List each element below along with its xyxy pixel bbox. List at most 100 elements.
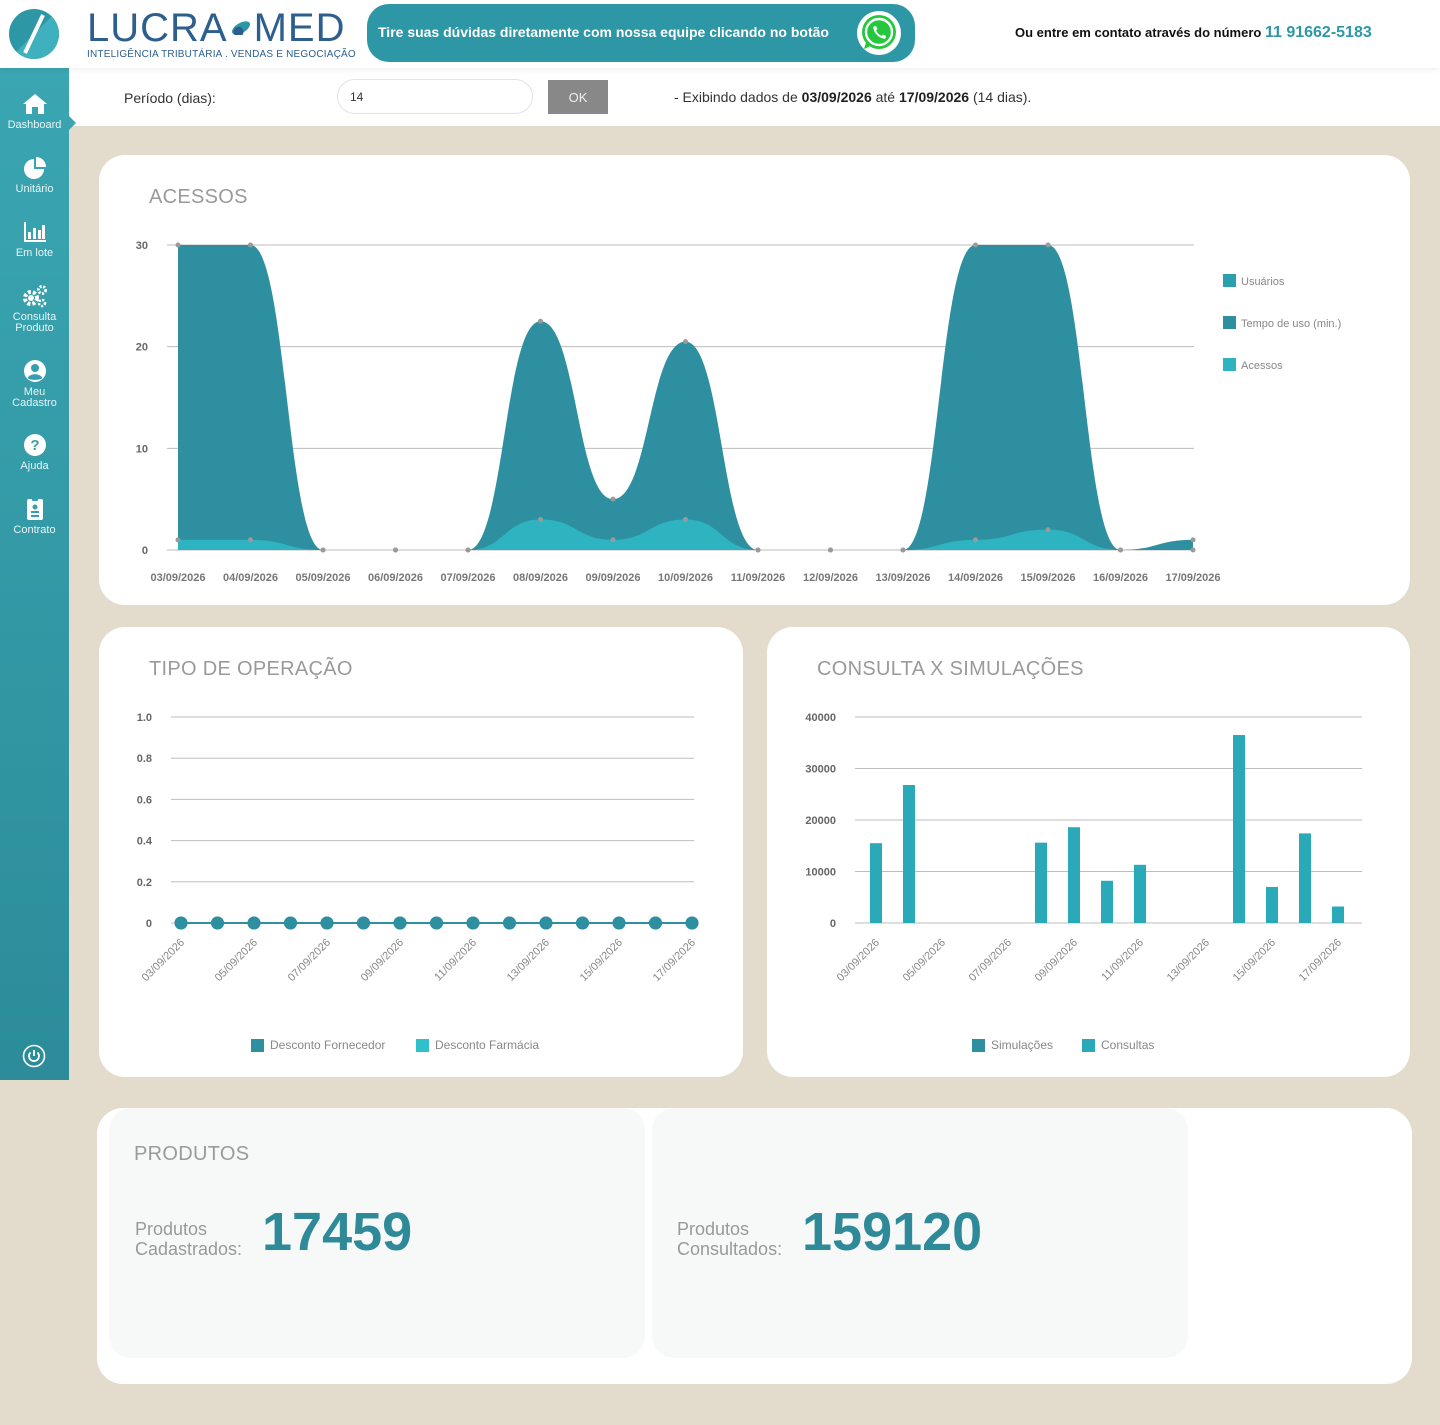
acessos-title: ACESSOS: [149, 186, 248, 208]
bar: [1332, 906, 1344, 923]
sidebar-item-label: Dashboard: [7, 119, 62, 131]
y-tick-label: 0.6: [137, 794, 152, 806]
x-tick-label: 07/09/2026: [286, 937, 333, 984]
data-point: [1045, 242, 1051, 248]
y-tick-label: 30: [136, 240, 148, 252]
bar: [1233, 735, 1245, 923]
x-tick-label: 09/09/2026: [585, 572, 640, 584]
bar-chart-icon: [23, 222, 46, 242]
sidebar-item-unitario[interactable]: Unitário: [0, 156, 69, 195]
y-tick-label: 0: [830, 918, 836, 930]
promo-text: Tire suas dúvidas diretamente com nossa …: [378, 24, 829, 40]
legend-label: Usuários: [1241, 276, 1285, 288]
data-point: [685, 916, 699, 930]
legend-label: Tempo de uso (min.): [1241, 318, 1341, 330]
consulta-simulacoes-chart: 0 10000 20000 30000 40000 03/09/2026 05/09/202…: [805, 712, 1362, 1052]
sidebar-item-label: Contrato: [13, 524, 56, 536]
x-tick-label: 14/09/2026: [948, 572, 1003, 584]
data-point: [320, 916, 334, 930]
legend-swatch: [972, 1039, 985, 1052]
sidebar-item-label: Ajuda: [20, 460, 49, 472]
legend-swatch: [416, 1039, 429, 1052]
sidebar-item-label-2: Cadastro: [12, 397, 57, 409]
x-tick-label: 11/09/2026: [432, 937, 479, 984]
contact-phone[interactable]: 11 91662-5183: [1264, 24, 1372, 41]
sidebar-item-ajuda[interactable]: ? Ajuda: [0, 433, 69, 472]
data-point: [503, 916, 516, 930]
data-point: [538, 517, 543, 522]
sidebar-item-meu-cadastro[interactable]: Meu Cadastro: [0, 359, 69, 409]
x-tick-label: 10/09/2026: [658, 572, 713, 584]
contract-icon: [26, 498, 43, 520]
brand-tagline: INTELIGÊNCIA TRIBUTÁRIA . VENDAS E NEGOC…: [87, 49, 356, 60]
produtos-cadastrados-label: Produtos Cadastrados:: [135, 1219, 242, 1259]
legend-swatch: [1223, 274, 1236, 287]
data-point: [211, 916, 224, 930]
produtos-cadastrados-label-2: Cadastrados:: [135, 1239, 243, 1259]
period-label: Período (dias):: [124, 90, 216, 106]
tipo-operacao-title: TIPO DE OPERAÇÃO: [149, 658, 353, 680]
x-tick-label: 04/09/2026: [223, 572, 278, 584]
bar: [1035, 842, 1047, 923]
data-point: [393, 547, 398, 553]
tipo-operacao-chart: 0 0.2 0.4 0.6 0.8 1.0 03/09/2026 05/09/2026 07/0…: [137, 712, 699, 1052]
y-tick-label: 20000: [805, 815, 836, 827]
whatsapp-icon[interactable]: [855, 9, 903, 57]
power-icon[interactable]: [22, 1044, 46, 1068]
data-point: [1190, 547, 1196, 553]
sidebar-item-contrato[interactable]: Contrato: [0, 497, 69, 536]
sidebar-item-em-lote[interactable]: Em lote: [0, 220, 69, 259]
legend-label: Simulações: [991, 1038, 1053, 1052]
data-point: [610, 496, 616, 502]
x-tick-label: 17/09/2026: [651, 937, 698, 984]
data-point: [175, 242, 181, 248]
x-tick-label: 12/09/2026: [803, 572, 858, 584]
ok-button[interactable]: OK: [548, 80, 608, 114]
data-point: [576, 916, 589, 930]
x-tick-label: 03/09/2026: [150, 572, 205, 584]
period-input[interactable]: [337, 79, 533, 114]
bar: [870, 843, 882, 923]
user-icon: [23, 360, 46, 382]
x-tick-label: 07/09/2026: [440, 572, 495, 584]
data-point: [1190, 537, 1196, 543]
data-point: [683, 517, 688, 522]
y-tick-label: 0.8: [137, 753, 152, 765]
data-point: [900, 547, 906, 553]
data-point: [393, 916, 407, 930]
data-point: [320, 547, 326, 553]
legend-swatch: [1223, 316, 1236, 329]
y-tick-label: 40000: [805, 712, 836, 724]
x-tick-label: 17/09/2026: [1297, 937, 1344, 984]
bar: [1068, 827, 1080, 923]
y-tick-label: 0: [146, 918, 152, 930]
x-tick-label: 11/09/2026: [1099, 937, 1146, 984]
acessos-chart: 0 10 20 30 03/09/2026 04/09/2026 05/09/2026 06/…: [136, 240, 1342, 584]
legend-swatch: [1082, 1039, 1095, 1052]
x-tick-label: 05/09/2026: [295, 572, 350, 584]
x-tick-label: 17/09/2026: [1165, 572, 1220, 584]
bar: [1266, 886, 1278, 923]
period-info-suffix: (14 dias).: [972, 89, 1032, 105]
data-point: [357, 916, 370, 930]
legend-label: Desconto Fornecedor: [270, 1038, 385, 1052]
produtos-cadastrados-value: 17459: [262, 1202, 413, 1262]
svg-text:?: ?: [30, 437, 39, 454]
period-info-mid: até: [875, 89, 896, 105]
produtos-cadastrados-label-1: Produtos: [135, 1219, 208, 1239]
sidebar-item-dashboard[interactable]: Dashboard: [0, 92, 76, 131]
top-header: LUCRA MED INTELIGÊNCIA TRIBUTÁRIA . VEND…: [0, 0, 1440, 68]
data-point: [248, 242, 253, 248]
help-icon: ?: [23, 434, 46, 456]
y-tick-label: 0.4: [137, 836, 153, 848]
data-point: [612, 916, 626, 930]
x-tick-label: 13/09/2026: [875, 572, 930, 584]
produtos-title: PRODUTOS: [134, 1143, 250, 1165]
produtos-cadastrados-box: PRODUTOS Produtos Cadastrados: 17459: [109, 1108, 645, 1358]
data-point: [683, 339, 688, 345]
y-tick-label: 20: [136, 342, 148, 354]
logo-icon: [9, 9, 59, 59]
logo-badge[interactable]: [0, 0, 69, 68]
y-tick-label: 1.0: [137, 712, 152, 724]
sidebar-item-consulta-produto[interactable]: Consulta Produto: [0, 284, 69, 334]
